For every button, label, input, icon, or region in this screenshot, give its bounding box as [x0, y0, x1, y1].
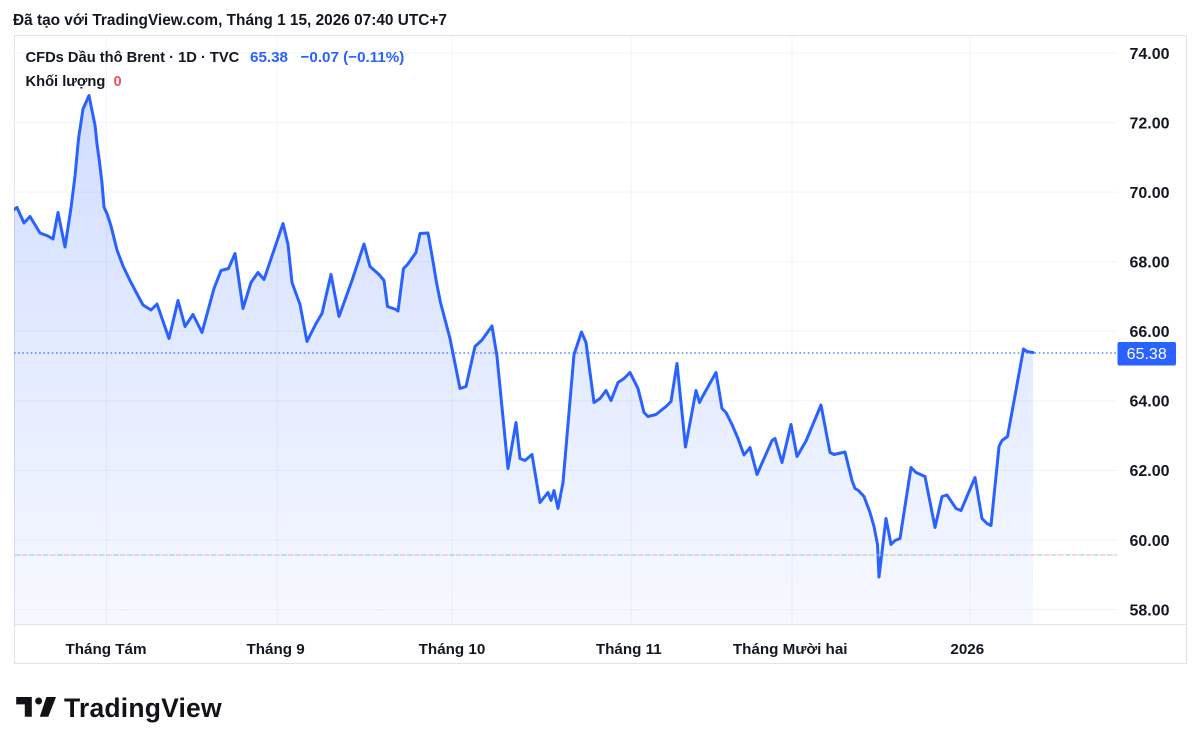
- svg-text:72.00: 72.00: [1129, 115, 1169, 132]
- svg-text:60.00: 60.00: [1129, 533, 1169, 550]
- svg-text:Khối lượng: Khối lượng: [26, 74, 106, 90]
- svg-text:0: 0: [114, 74, 122, 90]
- svg-text:58.00: 58.00: [1129, 602, 1169, 619]
- svg-text:62.00: 62.00: [1129, 463, 1169, 480]
- svg-text:Tháng 10: Tháng 10: [419, 641, 486, 658]
- svg-text:65.38: 65.38: [250, 49, 288, 66]
- svg-text:2026: 2026: [950, 641, 984, 658]
- svg-text:Tháng 11: Tháng 11: [596, 641, 662, 658]
- svg-text:68.00: 68.00: [1129, 255, 1169, 272]
- svg-text:Tháng Tám: Tháng Tám: [65, 641, 146, 658]
- svg-text:65.38: 65.38: [1127, 346, 1167, 363]
- svg-text:70.00: 70.00: [1129, 185, 1169, 202]
- svg-text:74.00: 74.00: [1129, 46, 1169, 63]
- svg-text:Tháng Mười hai: Tháng Mười hai: [733, 641, 848, 658]
- svg-text:66.00: 66.00: [1129, 324, 1169, 341]
- svg-text:64.00: 64.00: [1129, 394, 1169, 411]
- svg-text:−0.07 (−0.11%): −0.07 (−0.11%): [301, 49, 405, 66]
- svg-text:CFDs Dầu thô Brent · 1D · TVC: CFDs Dầu thô Brent · 1D · TVC: [26, 50, 240, 66]
- svg-text:Tháng 9: Tháng 9: [246, 641, 304, 658]
